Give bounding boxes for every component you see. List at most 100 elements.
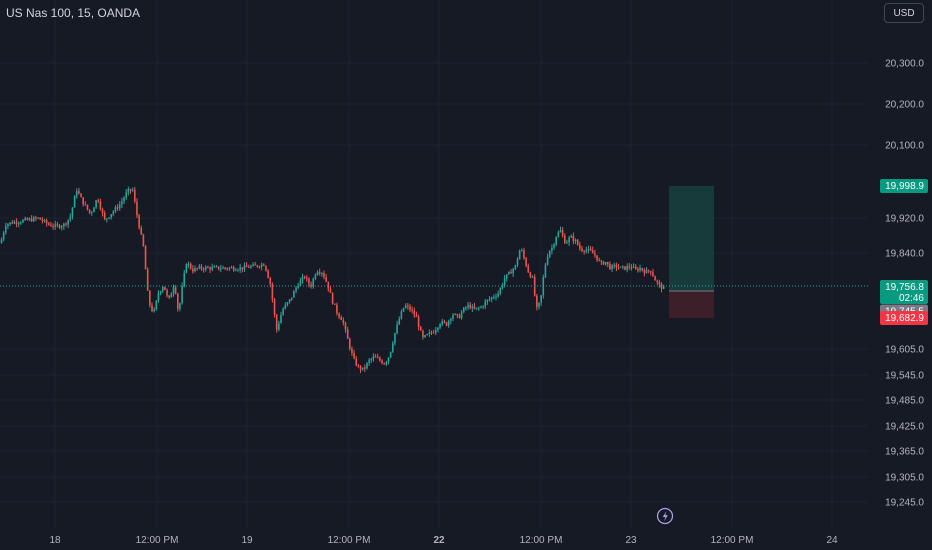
candle-body — [634, 266, 637, 270]
candle-body — [460, 312, 463, 319]
candle-body — [394, 332, 396, 344]
candle-body — [26, 218, 29, 220]
candle-body — [32, 217, 35, 222]
candle-body — [594, 253, 596, 256]
candle-body — [415, 315, 418, 317]
candle-body — [364, 367, 366, 369]
candle-body — [540, 295, 542, 303]
candle-body — [349, 338, 351, 349]
candle-body — [478, 307, 480, 309]
time-axis[interactable]: 18 12:00 PM 19 12:00 PM 22 12:00 PM 23 12:00 PM… — [49, 535, 838, 546]
candle-body — [299, 280, 302, 286]
currency-button[interactable]: USD — [884, 3, 924, 23]
candle-body — [78, 191, 80, 194]
candle-body — [385, 361, 388, 365]
candle-body — [293, 291, 295, 298]
candle-body — [570, 235, 573, 238]
candle-body — [490, 297, 493, 300]
target-price-tag-text: 19,998.9 — [885, 181, 924, 192]
x-tick-label: 24 — [826, 535, 838, 546]
candle-body — [525, 257, 527, 266]
candle-body — [366, 362, 368, 369]
candle-body — [624, 266, 626, 270]
candle-body — [443, 320, 446, 323]
candle-body — [106, 218, 108, 220]
candle-body — [576, 239, 579, 245]
x-tick-label: 12:00 PM — [328, 535, 371, 546]
candle-body — [116, 207, 119, 209]
candle-body — [424, 335, 426, 338]
candle-body — [260, 264, 263, 267]
candle-body — [198, 266, 201, 269]
price-axis[interactable]: 20,300.0 20,200.0 20,100.0 19,920.0 19,840.0… — [885, 59, 924, 509]
candle-body — [271, 284, 274, 300]
candle-body — [628, 266, 631, 268]
candle-body — [11, 222, 14, 224]
candle-body — [566, 242, 568, 244]
candle-body — [112, 211, 115, 215]
candle-body — [88, 209, 91, 213]
candle-body — [263, 264, 265, 266]
candle-body — [548, 250, 551, 257]
candle-body — [486, 299, 489, 302]
candle-body — [269, 277, 272, 285]
candle-body — [643, 270, 646, 274]
candle-body — [28, 218, 31, 220]
candle-body — [306, 277, 308, 279]
candle-body — [514, 265, 517, 269]
candle-body — [13, 221, 16, 224]
candle-body — [632, 266, 635, 268]
candle-body — [523, 250, 525, 258]
x-tick-label: 12:00 PM — [136, 535, 179, 546]
x-tick-label: 18 — [49, 535, 61, 546]
lightning-bolt-icon[interactable] — [656, 507, 674, 525]
candle-body — [20, 222, 22, 224]
candle-body — [48, 223, 50, 225]
candle-body — [258, 266, 261, 268]
candle-body — [527, 265, 530, 273]
candle-body — [138, 215, 140, 228]
candle-body — [30, 218, 33, 222]
candle-body — [17, 223, 20, 225]
candle-body — [647, 270, 650, 272]
candle-body — [43, 220, 46, 222]
candle-body — [400, 311, 403, 319]
candle-body — [456, 314, 459, 316]
last-price-tag-text: 19,756.8 — [885, 282, 924, 293]
candle-body — [564, 235, 566, 244]
candle-body — [611, 265, 613, 270]
candle-body — [134, 189, 136, 202]
candle-body — [131, 189, 134, 191]
candle-body — [121, 201, 123, 205]
candle-body — [596, 255, 598, 260]
y-tick-label: 19,605.0 — [885, 345, 924, 356]
candle-body — [35, 217, 37, 219]
candle-body — [607, 261, 609, 264]
candle-body — [419, 326, 422, 331]
candle-body — [516, 259, 519, 266]
candle-body — [256, 265, 259, 267]
candle-body — [518, 250, 521, 260]
candle-body — [327, 281, 330, 289]
candle-body — [529, 272, 532, 278]
candle-body — [639, 268, 641, 271]
candle-body — [41, 219, 44, 222]
candle-body — [484, 301, 487, 307]
candle-body — [602, 261, 605, 265]
candle-body — [344, 322, 347, 330]
candle-body — [192, 268, 194, 272]
candle-body — [617, 267, 620, 269]
candle-body — [346, 329, 349, 339]
candle-body — [168, 295, 170, 298]
candle-body — [660, 284, 663, 289]
candle-body — [303, 276, 306, 278]
candle-body — [471, 306, 474, 309]
candle-body — [497, 293, 499, 297]
candle-body — [146, 269, 149, 291]
last-price-tag — [880, 280, 928, 304]
candle-body — [495, 296, 497, 298]
candle-body — [2, 232, 5, 240]
last-price-tag-text: 02:46 — [899, 293, 924, 304]
